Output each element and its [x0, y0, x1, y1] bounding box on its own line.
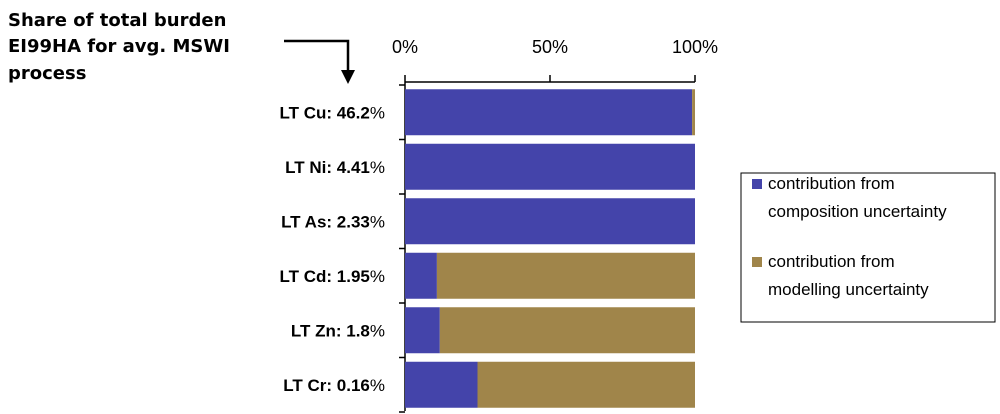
annotation-line-2: EI99HA for avg. MSWI	[8, 36, 230, 57]
x-tick-label: 0%	[392, 37, 418, 57]
category-label: LT Cd: 1.95%	[280, 267, 386, 286]
bar-segment-modelling	[477, 361, 695, 408]
bar-segment-modelling	[436, 252, 695, 299]
legend-label: composition uncertainty	[768, 202, 947, 221]
legend: contribution from composition uncertainty…	[740, 172, 996, 323]
bar-segment-modelling	[439, 307, 695, 354]
x-tick-label: 50%	[532, 37, 568, 57]
category-label: LT As: 2.33%	[281, 212, 385, 231]
category-label: LT Cu: 46.2%	[280, 103, 386, 122]
category-labels: LT Cu: 46.2% LT Ni: 4.41% LT As: 2.33% LT C…	[280, 103, 386, 395]
annotation-line-3: process	[8, 63, 86, 84]
category-label: LT Ni: 4.41%	[285, 158, 385, 177]
category-label: LT Cr: 0.16%	[283, 376, 385, 395]
x-tick-label: 100%	[672, 37, 718, 57]
legend-swatch	[752, 257, 762, 267]
chart-axes: 0% 50% 100%	[392, 37, 718, 413]
bar-segment-composition	[405, 143, 695, 190]
bar-segment-composition	[405, 198, 695, 245]
legend-label: contribution from	[768, 174, 895, 193]
bar-layer	[405, 89, 695, 408]
bar-segment-composition	[405, 89, 693, 136]
legend-label: contribution from	[768, 252, 895, 271]
bar-segment-composition	[405, 252, 437, 299]
annotation-arrow	[284, 39, 355, 84]
bar-segment-composition	[405, 307, 440, 354]
legend-swatch	[752, 179, 762, 189]
legend-box	[740, 172, 996, 323]
bar-segment-composition	[405, 361, 478, 408]
annotation-line-1: Share of total burden	[8, 10, 226, 31]
category-label: LT Zn: 1.8%	[291, 321, 385, 340]
legend-label: modelling uncertainty	[768, 280, 929, 299]
bar-segment-modelling	[692, 89, 695, 136]
